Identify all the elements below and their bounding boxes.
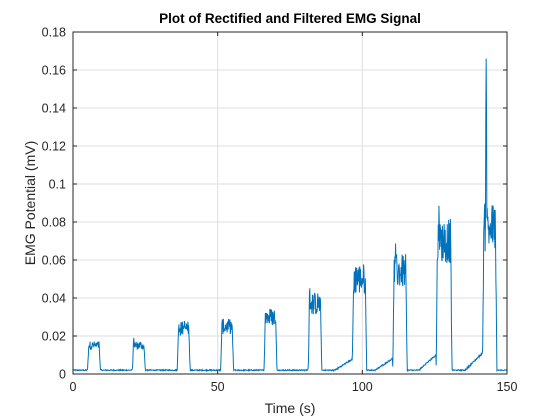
x-tick-label: 0 [70, 380, 77, 394]
y-tick-label: 0.12 [42, 140, 66, 154]
y-tick-label: 0.14 [42, 102, 66, 116]
x-axis-label: Time (s) [265, 400, 316, 416]
emg-signal-line [72, 58, 508, 373]
y-tick-label: 0.1 [49, 178, 66, 192]
chart-title: Plot of Rectified and Filtered EMG Signa… [159, 11, 421, 26]
grid [73, 32, 507, 374]
y-axis-label: EMG Potential (mV) [22, 141, 38, 265]
ticks: 0 50 100 150 0 0.02 0.04 0.06 0.08 0.1 0.12 0.14 0.1… [42, 26, 518, 395]
y-tick-label: 0.06 [42, 254, 66, 268]
y-tick-label: 0.16 [42, 64, 66, 78]
axes-box [72, 31, 508, 375]
y-tick-label: 0.02 [42, 330, 66, 344]
x-tick-label: 150 [497, 380, 518, 394]
y-tick-label: 0.18 [42, 26, 66, 40]
y-tick-label: 0.04 [42, 292, 66, 306]
plot-area [72, 58, 508, 373]
y-tick-label: 0 [59, 368, 66, 382]
y-tick-label: 0.08 [42, 216, 66, 230]
x-tick-label: 50 [211, 380, 225, 394]
x-tick-label: 100 [352, 380, 373, 394]
